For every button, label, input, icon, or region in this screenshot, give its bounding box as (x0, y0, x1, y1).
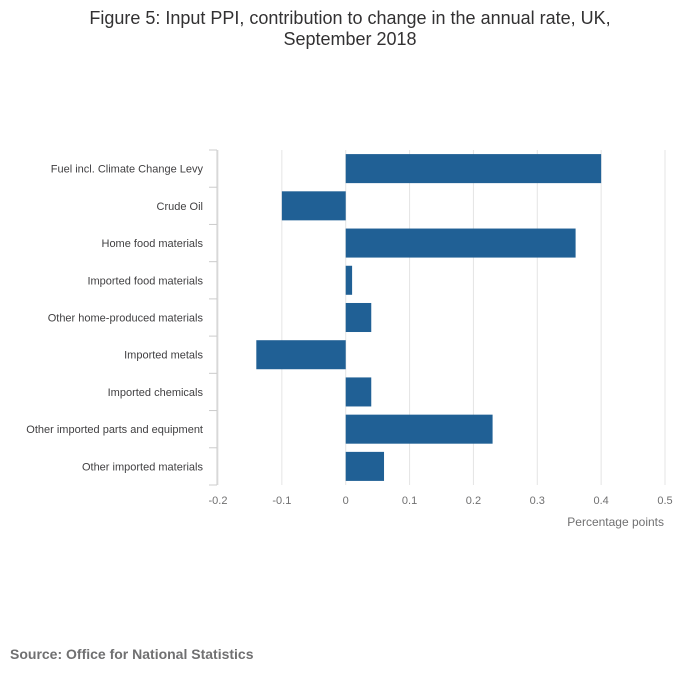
x-tick-label: -0.1 (272, 495, 291, 507)
bar (345, 451, 385, 481)
bar (281, 191, 346, 221)
category-label: Crude Oil (157, 201, 203, 213)
category-axis (209, 149, 218, 486)
x-tick-label: 0.4 (593, 495, 608, 507)
category-label: Home food materials (102, 238, 204, 250)
category-label: Imported food materials (87, 275, 203, 287)
x-tick-labels: -0.2 -0.1 0 0.1 0.2 0.3 0.4 0.5 (209, 495, 673, 507)
bars (256, 154, 602, 481)
x-tick-label: 0.2 (466, 495, 481, 507)
category-label: Other imported materials (82, 461, 204, 473)
bar (256, 340, 346, 370)
chart-title-line-2: September 2018 (283, 29, 417, 49)
source-note: Source: Office for National Statistics (10, 646, 254, 662)
x-tick-label: -0.2 (209, 495, 228, 507)
bar (345, 265, 353, 295)
bar (345, 414, 493, 444)
x-tick-label: 0.3 (530, 495, 545, 507)
category-label: Imported metals (124, 350, 203, 362)
category-label: Other imported parts and equipment (26, 424, 203, 436)
category-label: Other home-produced materials (48, 313, 204, 325)
x-tick-label: 0.5 (657, 495, 672, 507)
category-label: Fuel incl. Climate Change Levy (51, 164, 204, 176)
category-labels: Fuel incl. Climate Change Levy Crude Oil H… (26, 164, 203, 474)
chart-title: Figure 5: Input PPI, contribution to cha… (0, 8, 700, 50)
category-label: Imported chemicals (108, 387, 204, 399)
x-tick-label: 0 (343, 495, 349, 507)
chart-title-line-1: Figure 5: Input PPI, contribution to cha… (89, 8, 611, 28)
x-axis-title: Percentage points (567, 515, 664, 529)
bar (345, 377, 372, 407)
bar (345, 154, 602, 184)
bar (345, 228, 576, 258)
bar (345, 302, 372, 333)
x-tick-label: 0.1 (402, 495, 417, 507)
